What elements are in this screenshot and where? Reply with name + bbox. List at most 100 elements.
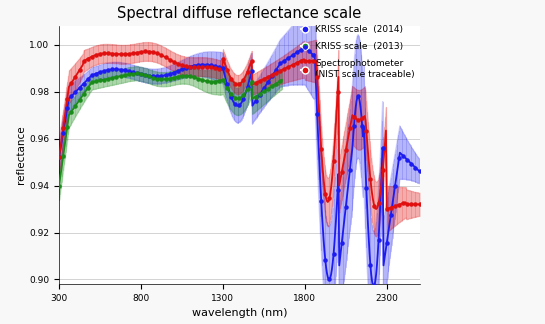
Point (411, 165, 420, 170)
Point (141, 72, 149, 77)
Point (173, 61, 182, 66)
Point (346, 168, 354, 173)
Point (239, 93, 248, 98)
Point (124, 68, 133, 74)
Point (399, 201, 408, 206)
Point (243, 87, 252, 92)
Point (157, 52, 166, 58)
Point (374, 237, 383, 242)
Point (256, 92, 264, 97)
Point (173, 68, 182, 74)
Point (96, 70, 105, 75)
Point (59, 125, 68, 131)
Point (280, 66, 289, 71)
Point (165, 57, 174, 62)
Point (112, 67, 121, 72)
Point (75, 85, 84, 90)
Point (92, 71, 100, 76)
Point (374, 201, 383, 206)
Point (145, 74, 154, 79)
Point (305, 59, 313, 64)
Point (88, 54, 96, 59)
Point (247, 79, 256, 84)
Point (370, 204, 379, 209)
Point (104, 51, 113, 56)
Point (186, 64, 195, 69)
Point (264, 86, 272, 91)
Point (83, 56, 92, 61)
Point (358, 123, 367, 128)
Point (223, 67, 232, 72)
Point (227, 76, 235, 81)
Point (350, 123, 359, 128)
Point (415, 202, 424, 207)
Point (219, 56, 227, 61)
Point (54, 155, 63, 160)
Point (67, 94, 76, 99)
Point (202, 78, 211, 84)
Point (259, 76, 268, 82)
Point (186, 64, 195, 69)
Point (80, 59, 88, 64)
Point (83, 77, 92, 82)
Point (173, 74, 182, 79)
Point (272, 67, 281, 72)
Point (153, 74, 162, 79)
Point (251, 80, 260, 86)
Point (407, 202, 416, 207)
Point (75, 67, 84, 73)
Point (251, 94, 260, 99)
Point (116, 67, 125, 72)
Point (411, 202, 420, 207)
Point (329, 252, 338, 257)
Point (194, 76, 203, 81)
Point (247, 69, 256, 74)
Point (181, 73, 190, 78)
Y-axis label: reflectance: reflectance (16, 126, 27, 184)
Point (190, 63, 198, 68)
Point (272, 70, 281, 75)
Point (231, 81, 240, 86)
Point (415, 169, 424, 174)
Point (292, 60, 301, 65)
Point (67, 80, 76, 86)
Point (276, 61, 284, 66)
Point (235, 96, 244, 101)
Point (243, 69, 252, 74)
Point (210, 64, 219, 69)
Point (149, 74, 158, 79)
Point (239, 77, 248, 83)
Point (378, 168, 387, 173)
Point (325, 277, 334, 282)
Point (129, 51, 137, 56)
Point (194, 62, 203, 67)
Point (235, 82, 244, 87)
Point (296, 47, 305, 52)
Point (215, 67, 223, 72)
Point (161, 73, 170, 78)
Point (132, 50, 141, 55)
Point (366, 262, 375, 268)
Point (342, 204, 350, 209)
Point (321, 191, 330, 197)
Point (206, 63, 215, 68)
Point (386, 205, 395, 210)
Point (96, 51, 105, 56)
Point (321, 258, 330, 263)
Point (198, 77, 207, 83)
Point (178, 67, 186, 72)
Point (354, 117, 362, 122)
Point (153, 51, 162, 56)
Point (59, 130, 68, 135)
Legend: KRISS scale  (2014), KRISS scale  (2013), Spectrophotometer
(NIST scale traceabl: KRISS scale (2014), KRISS scale (2013), … (298, 22, 419, 83)
Point (288, 62, 297, 67)
Point (157, 73, 166, 78)
Point (161, 76, 170, 82)
Point (386, 212, 395, 217)
Point (206, 65, 215, 70)
Point (239, 96, 248, 101)
Point (92, 52, 100, 58)
Point (403, 202, 411, 207)
Point (104, 76, 113, 81)
Point (108, 75, 117, 80)
